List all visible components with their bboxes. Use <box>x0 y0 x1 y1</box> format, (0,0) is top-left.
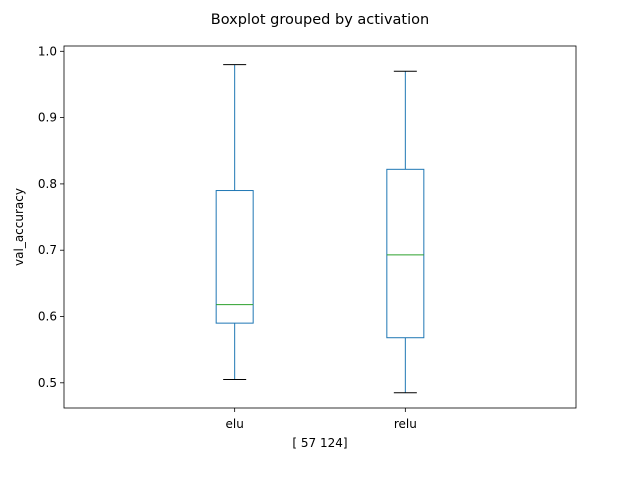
y-tick-label: 0.9 <box>38 111 57 125</box>
axes-frame <box>63 45 577 409</box>
y-tick-label: 1.0 <box>38 44 57 58</box>
y-axis: 0.5 0.6 0.7 0.8 0.9 1.0 <box>38 44 64 390</box>
y-tick-label: 0.8 <box>38 177 57 191</box>
iqr-box <box>386 168 425 339</box>
iqr-box <box>215 190 254 324</box>
y-axis-label: val_accuracy <box>12 188 26 266</box>
y-tick-label: 0.5 <box>38 376 57 390</box>
box-elu <box>215 64 254 380</box>
x-tick-label: elu <box>226 417 244 431</box>
x-axis: elu relu <box>226 408 417 431</box>
box-relu <box>386 70 425 394</box>
x-tick-label: relu <box>394 417 417 431</box>
plot-area <box>215 64 425 394</box>
y-tick-label: 0.6 <box>38 310 57 324</box>
y-tick-label: 0.7 <box>38 243 57 257</box>
chart-title: Boxplot grouped by activation <box>211 12 429 28</box>
x-axis-label: [ 57 124] <box>292 436 347 450</box>
